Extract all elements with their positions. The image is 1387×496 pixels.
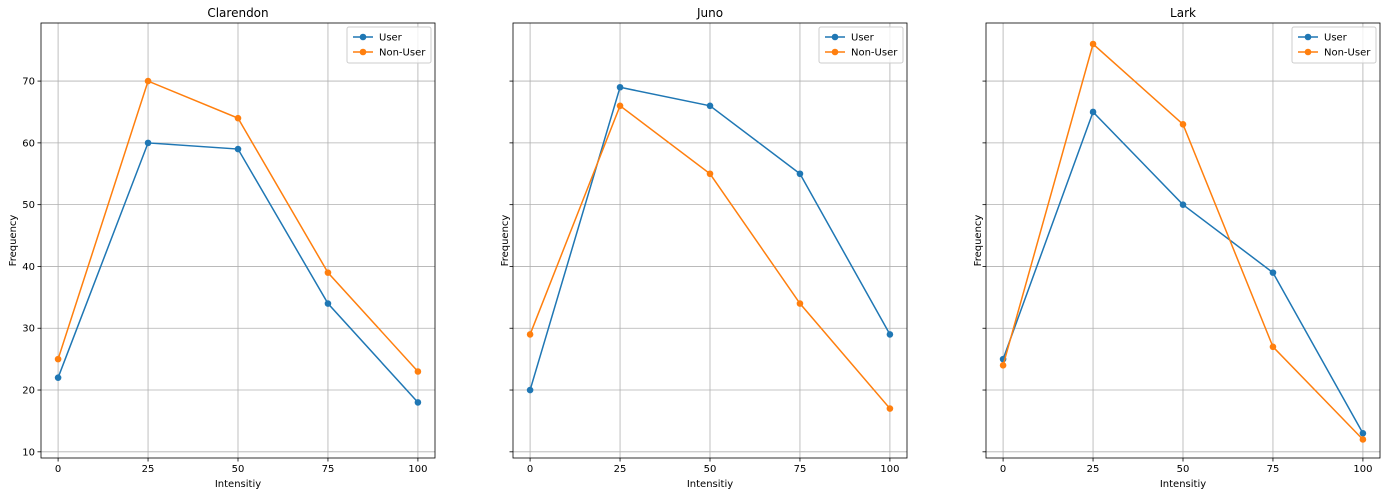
legend-marker — [831, 48, 839, 56]
subplot-clarendon: 0 25 50 75 100 10 20 30 40 50 60 70 Clarendon Intensi… — [8, 6, 436, 490]
x-tick-label: 75 — [322, 464, 335, 475]
x-tick-label: 0 — [527, 464, 533, 475]
data-point — [706, 102, 714, 110]
y-axis-label: Frequency — [8, 215, 19, 267]
y-tick-label: 60 — [22, 138, 35, 149]
x-axis-label: Intensitiy — [687, 479, 733, 490]
subplot-title: Juno — [696, 6, 723, 20]
legend-box — [818, 26, 904, 64]
y-tick-label: 10 — [22, 447, 35, 458]
data-point — [1269, 269, 1277, 276]
data-point — [616, 102, 624, 110]
data-point — [1179, 121, 1187, 128]
x-tick-label: 25 — [1087, 464, 1100, 475]
subplot-title: Clarendon — [207, 6, 268, 20]
data-point — [1359, 436, 1367, 443]
data-point — [616, 83, 624, 91]
series-user — [54, 139, 422, 406]
legend-box — [1291, 26, 1377, 64]
data-point — [144, 139, 152, 147]
data-point — [54, 374, 62, 381]
y-axis-label: Frequency — [973, 215, 984, 267]
x-tick-label: 100 — [1353, 464, 1372, 475]
x-tick-label: 0 — [1000, 464, 1006, 475]
data-point — [796, 300, 804, 307]
data-point — [234, 114, 242, 122]
grid — [41, 23, 435, 458]
legend-label: User — [379, 33, 403, 44]
data-point — [526, 386, 534, 394]
data-point — [54, 355, 62, 363]
legend: User Non-User — [1291, 26, 1377, 64]
grid — [986, 23, 1380, 458]
y-tick-label: 40 — [22, 262, 35, 273]
legend-marker — [359, 33, 367, 41]
y-tick-label: 70 — [22, 77, 35, 88]
x-tick-label: 100 — [880, 464, 899, 475]
legend: User Non-User — [346, 26, 432, 64]
data-point — [1179, 201, 1187, 208]
data-point — [1089, 40, 1097, 48]
x-tick-label: 50 — [1177, 464, 1190, 475]
legend-label: User — [851, 33, 875, 44]
legend-marker — [831, 33, 839, 41]
data-point — [999, 362, 1007, 369]
x-tick-label: 75 — [794, 464, 807, 475]
x-tick-label: 25 — [142, 464, 155, 475]
data-point — [324, 300, 332, 307]
data-point — [144, 77, 152, 85]
x-tick-label: 0 — [55, 464, 61, 475]
legend-label: Non-User — [379, 48, 426, 59]
data-point — [706, 170, 714, 178]
series-non-user — [526, 102, 894, 412]
legend-marker — [359, 48, 367, 56]
data-point — [234, 145, 242, 153]
y-axis-label: Frequency — [500, 215, 511, 267]
grid — [513, 23, 907, 458]
legend-marker — [1304, 33, 1312, 41]
y-tick-label: 30 — [22, 324, 35, 335]
subplot-juno: 0 25 50 75 100 Juno Intensitiy Frequency User Non… — [500, 6, 908, 490]
legend-label: Non-User — [851, 48, 898, 59]
x-axis-label: Intensitiy — [1160, 479, 1206, 490]
data-point — [886, 405, 894, 412]
data-point — [1269, 343, 1277, 351]
series-user — [999, 108, 1367, 437]
series-non-user — [54, 77, 422, 375]
x-tick-label: 50 — [704, 464, 717, 475]
data-point — [414, 399, 422, 406]
y-tick-label: 20 — [22, 386, 35, 397]
data-point — [324, 269, 332, 276]
subplot-title: Lark — [1170, 6, 1196, 20]
data-point — [1089, 108, 1097, 116]
data-point — [886, 331, 894, 338]
legend-label: Non-User — [1324, 48, 1371, 59]
legend: User Non-User — [818, 26, 904, 64]
series-user — [526, 83, 894, 394]
subplot-lark: 0 25 50 75 100 Lark Intensitiy Frequency User Non… — [973, 6, 1381, 490]
data-point — [1359, 429, 1367, 437]
x-tick-label: 100 — [408, 464, 427, 475]
x-axis-label: Intensitiy — [215, 479, 261, 490]
legend-box — [346, 26, 432, 64]
x-tick-label: 25 — [614, 464, 627, 475]
data-point — [796, 170, 804, 178]
data-point — [526, 331, 534, 338]
data-point — [414, 368, 422, 375]
x-tick-label: 50 — [232, 464, 245, 475]
legend-label: User — [1324, 33, 1348, 44]
x-tick-label: 75 — [1267, 464, 1280, 475]
y-tick-label: 50 — [22, 200, 35, 211]
series-non-user — [999, 40, 1367, 443]
legend-marker — [1304, 48, 1312, 56]
